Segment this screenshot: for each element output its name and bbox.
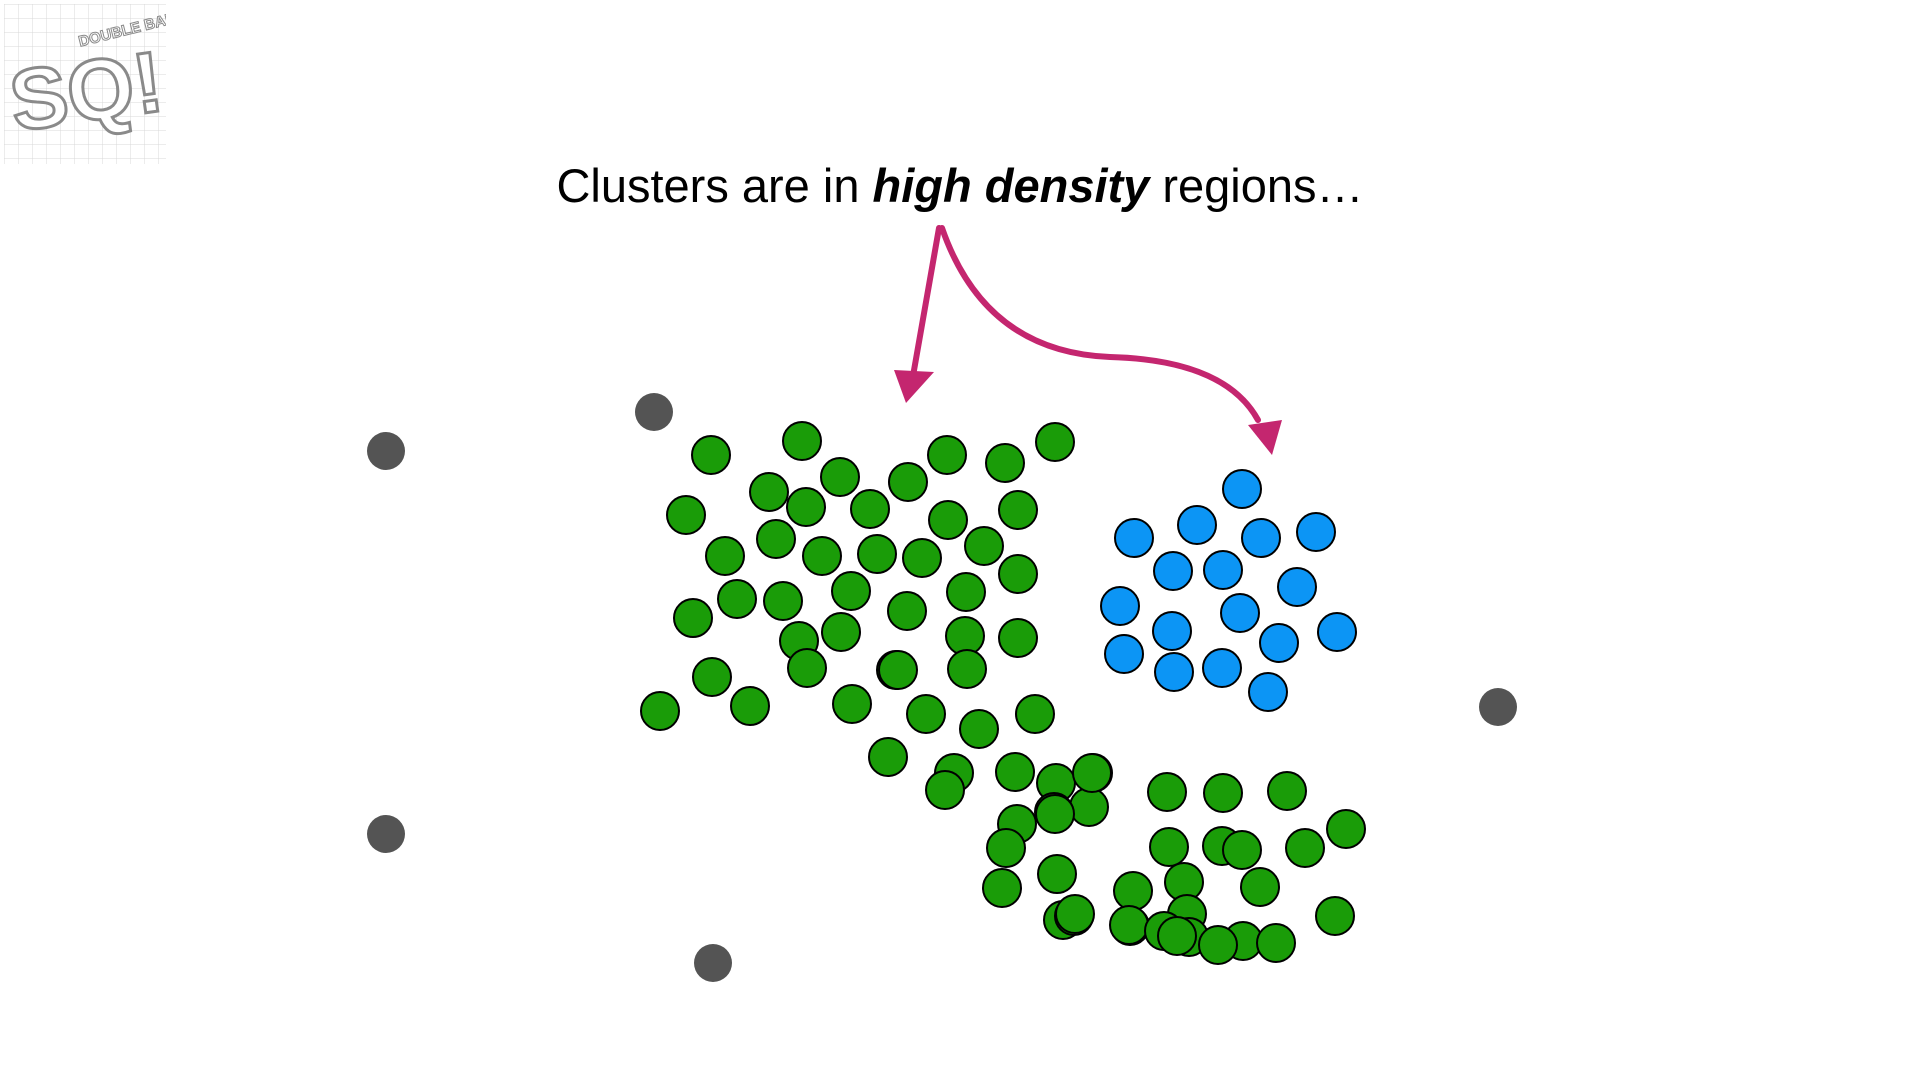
green-cluster-point xyxy=(831,571,871,611)
blue-cluster-point xyxy=(1248,672,1288,712)
blue-cluster-point xyxy=(1222,469,1262,509)
green-cluster-point xyxy=(947,649,987,689)
green-cluster-point xyxy=(964,526,1004,566)
blue-cluster-point xyxy=(1202,648,1242,688)
green-cluster-point xyxy=(691,435,731,475)
outlier-point xyxy=(367,815,405,853)
green-cluster-point xyxy=(1035,422,1075,462)
logo-letters: SQ! xyxy=(4,34,166,150)
green-cluster-point xyxy=(1072,753,1112,793)
green-cluster-point xyxy=(802,536,842,576)
green-cluster-point xyxy=(1267,771,1307,811)
arrows xyxy=(894,225,1282,455)
green-cluster-point xyxy=(1035,794,1075,834)
green-cluster-point xyxy=(1157,916,1197,956)
green-cluster-point xyxy=(927,435,967,475)
caption: Clusters are in high density regions… xyxy=(0,156,1920,216)
green-cluster-point xyxy=(1326,809,1366,849)
green-cluster-point xyxy=(1240,867,1280,907)
green-cluster-point xyxy=(998,490,1038,530)
green-cluster-point xyxy=(692,657,732,697)
outlier-point xyxy=(367,432,405,470)
caption-suffix: regions… xyxy=(1162,159,1364,212)
green-cluster-point xyxy=(1285,828,1325,868)
green-cluster-point xyxy=(925,770,965,810)
green-cluster-point xyxy=(1149,827,1189,867)
outlier-point xyxy=(1479,688,1517,726)
blue-cluster-point xyxy=(1154,652,1194,692)
green-cluster-point xyxy=(1055,894,1095,934)
outlier-point xyxy=(694,944,732,982)
green-cluster-point xyxy=(763,581,803,621)
green-cluster-point xyxy=(1113,871,1153,911)
green-cluster-point xyxy=(787,648,827,688)
green-cluster-point xyxy=(782,421,822,461)
green-cluster-point xyxy=(982,868,1022,908)
blue-cluster-point xyxy=(1203,550,1243,590)
blue-cluster-point xyxy=(1114,518,1154,558)
green-cluster-point xyxy=(857,534,897,574)
green-cluster-point xyxy=(887,591,927,631)
green-cluster-point xyxy=(850,489,890,529)
blue-cluster-point xyxy=(1259,623,1299,663)
arrow-head-blue xyxy=(1248,420,1282,455)
green-cluster-point xyxy=(878,650,918,690)
blue-cluster-point xyxy=(1220,593,1260,633)
blue-cluster-point xyxy=(1104,634,1144,674)
green-cluster-point xyxy=(1315,896,1355,936)
green-cluster-point xyxy=(820,457,860,497)
green-cluster-point xyxy=(673,598,713,638)
green-cluster-point xyxy=(1198,925,1238,965)
green-cluster-point xyxy=(998,618,1038,658)
statquest-logo: SQ! DOUBLE BAM!!! xyxy=(4,4,166,164)
green-cluster-point xyxy=(998,554,1038,594)
outlier-point xyxy=(635,393,673,431)
blue-cluster-point xyxy=(1153,551,1193,591)
green-cluster-point xyxy=(928,500,968,540)
green-cluster-point xyxy=(995,752,1035,792)
green-cluster-point xyxy=(821,612,861,652)
points xyxy=(367,393,1517,982)
green-cluster-point xyxy=(786,487,826,527)
blue-cluster-point xyxy=(1296,512,1336,552)
green-cluster-point xyxy=(959,709,999,749)
green-cluster-point xyxy=(985,443,1025,483)
arrow-head-green xyxy=(894,370,934,403)
green-cluster-point xyxy=(1222,830,1262,870)
green-cluster-point xyxy=(906,694,946,734)
green-cluster-point xyxy=(1037,854,1077,894)
green-cluster-point xyxy=(868,737,908,777)
caption-prefix: Clusters are in xyxy=(556,159,860,212)
green-cluster-point xyxy=(756,519,796,559)
green-cluster-point xyxy=(902,538,942,578)
blue-cluster-point xyxy=(1317,612,1357,652)
green-cluster-point xyxy=(1015,694,1055,734)
green-cluster-point xyxy=(730,686,770,726)
green-cluster-point xyxy=(666,495,706,535)
green-cluster-point xyxy=(986,828,1026,868)
green-cluster-point xyxy=(640,691,680,731)
green-cluster-point xyxy=(1203,773,1243,813)
green-cluster-point xyxy=(888,462,928,502)
blue-cluster-point xyxy=(1241,518,1281,558)
green-cluster-point xyxy=(832,684,872,724)
arrow-to-green-cluster xyxy=(910,225,942,379)
blue-cluster-point xyxy=(1277,567,1317,607)
green-cluster-point xyxy=(1256,923,1296,963)
caption-emphasis: high density xyxy=(872,159,1150,212)
green-cluster-point xyxy=(946,572,986,612)
arrow-to-blue-cluster xyxy=(939,225,1261,423)
green-cluster-point xyxy=(749,472,789,512)
green-cluster-point xyxy=(1069,787,1109,827)
blue-cluster-point xyxy=(1177,505,1217,545)
green-cluster-point xyxy=(1147,772,1187,812)
blue-cluster-point xyxy=(1152,611,1192,651)
green-cluster-point xyxy=(717,579,757,619)
blue-cluster-point xyxy=(1100,586,1140,626)
green-cluster-point xyxy=(1109,905,1149,945)
green-cluster-point xyxy=(705,536,745,576)
